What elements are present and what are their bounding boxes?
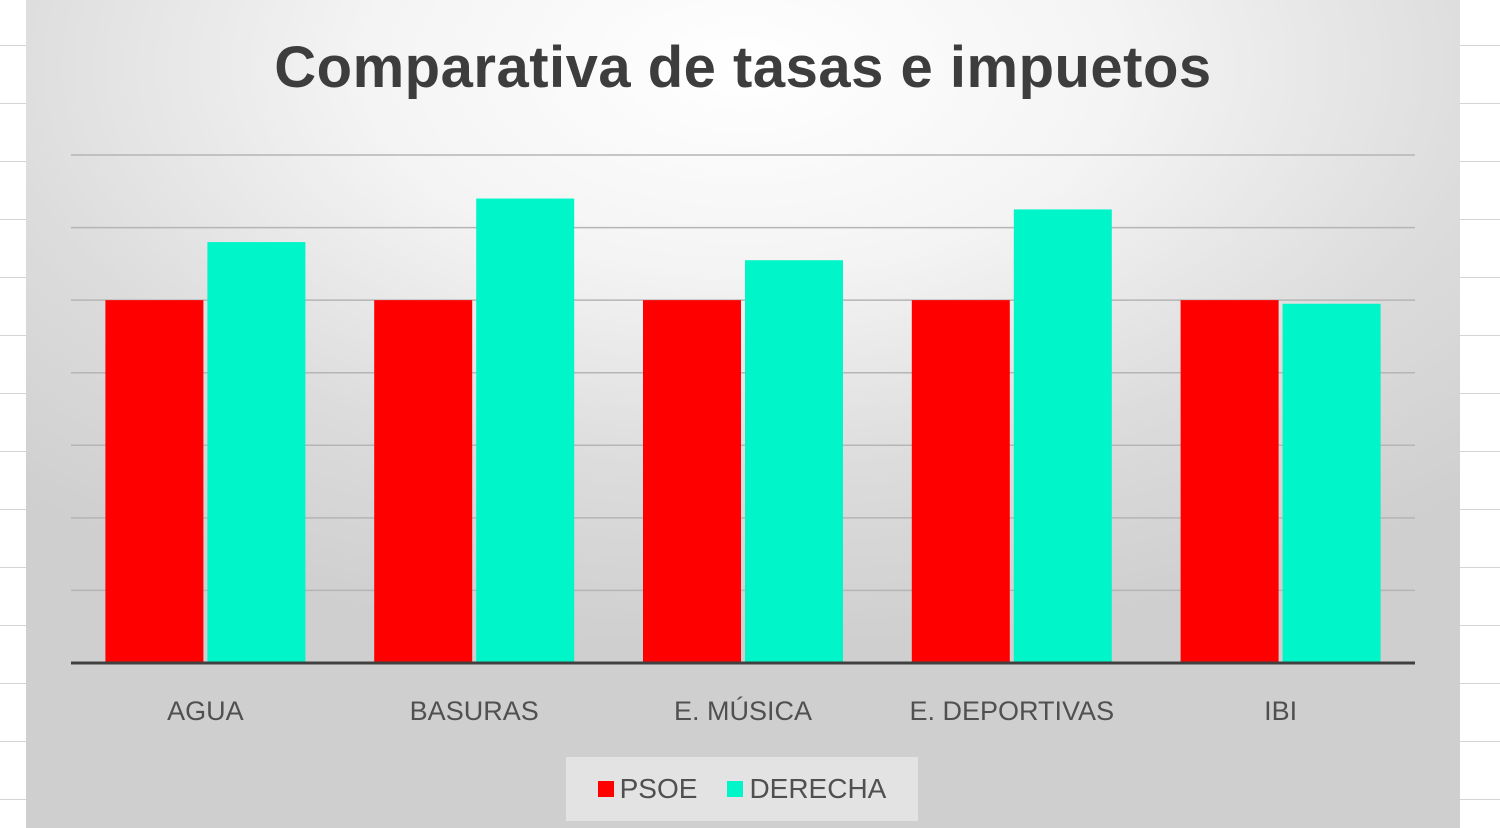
legend-swatch-derecha xyxy=(727,781,744,797)
bar-psoe-4[interactable] xyxy=(1180,300,1279,663)
bar-derecha-3[interactable] xyxy=(1013,209,1112,663)
x-tick-label-2: E. MÚSICA xyxy=(674,695,812,726)
bar-psoe-2[interactable] xyxy=(643,300,741,663)
bars xyxy=(105,198,1381,664)
bar-psoe-3[interactable] xyxy=(911,300,1010,663)
legend-item-derecha[interactable]: DERECHA xyxy=(727,773,886,805)
plot-area: AGUA BASURAS E. MÚSICA E. DEPORTIVAS IBI xyxy=(71,154,1415,726)
bar-derecha-1[interactable] xyxy=(476,198,575,664)
bar-derecha-4[interactable] xyxy=(1282,303,1381,663)
spreadsheet-grid-right xyxy=(1460,0,1500,828)
legend-item-psoe[interactable]: PSOE xyxy=(597,773,698,805)
x-tick-label-0: AGUA xyxy=(167,696,244,726)
bar-derecha-2[interactable] xyxy=(745,260,843,663)
chart-area[interactable]: Comparativa de tasas e impuetos AGUA BASU… xyxy=(26,0,1460,828)
legend-label-psoe: PSOE xyxy=(619,773,698,804)
chart-title: Comparativa de tasas e impuetos xyxy=(274,35,1212,100)
x-tick-label-3: E. DEPORTIVAS xyxy=(910,696,1115,726)
bar-psoe-1[interactable] xyxy=(374,300,473,663)
legend-label-derecha: DERECHA xyxy=(749,773,887,804)
bar-psoe-0[interactable] xyxy=(105,300,204,663)
x-tick-labels: AGUA BASURAS E. MÚSICA E. DEPORTIVAS IBI xyxy=(167,695,1297,726)
x-tick-label-1: BASURAS xyxy=(410,696,539,726)
x-tick-label-4: IBI xyxy=(1264,696,1297,726)
spreadsheet-grid-left xyxy=(0,0,26,828)
bar-derecha-0[interactable] xyxy=(207,242,306,664)
legend[interactable]: PSOE DERECHA xyxy=(566,757,918,821)
legend-swatch-psoe xyxy=(597,781,614,797)
